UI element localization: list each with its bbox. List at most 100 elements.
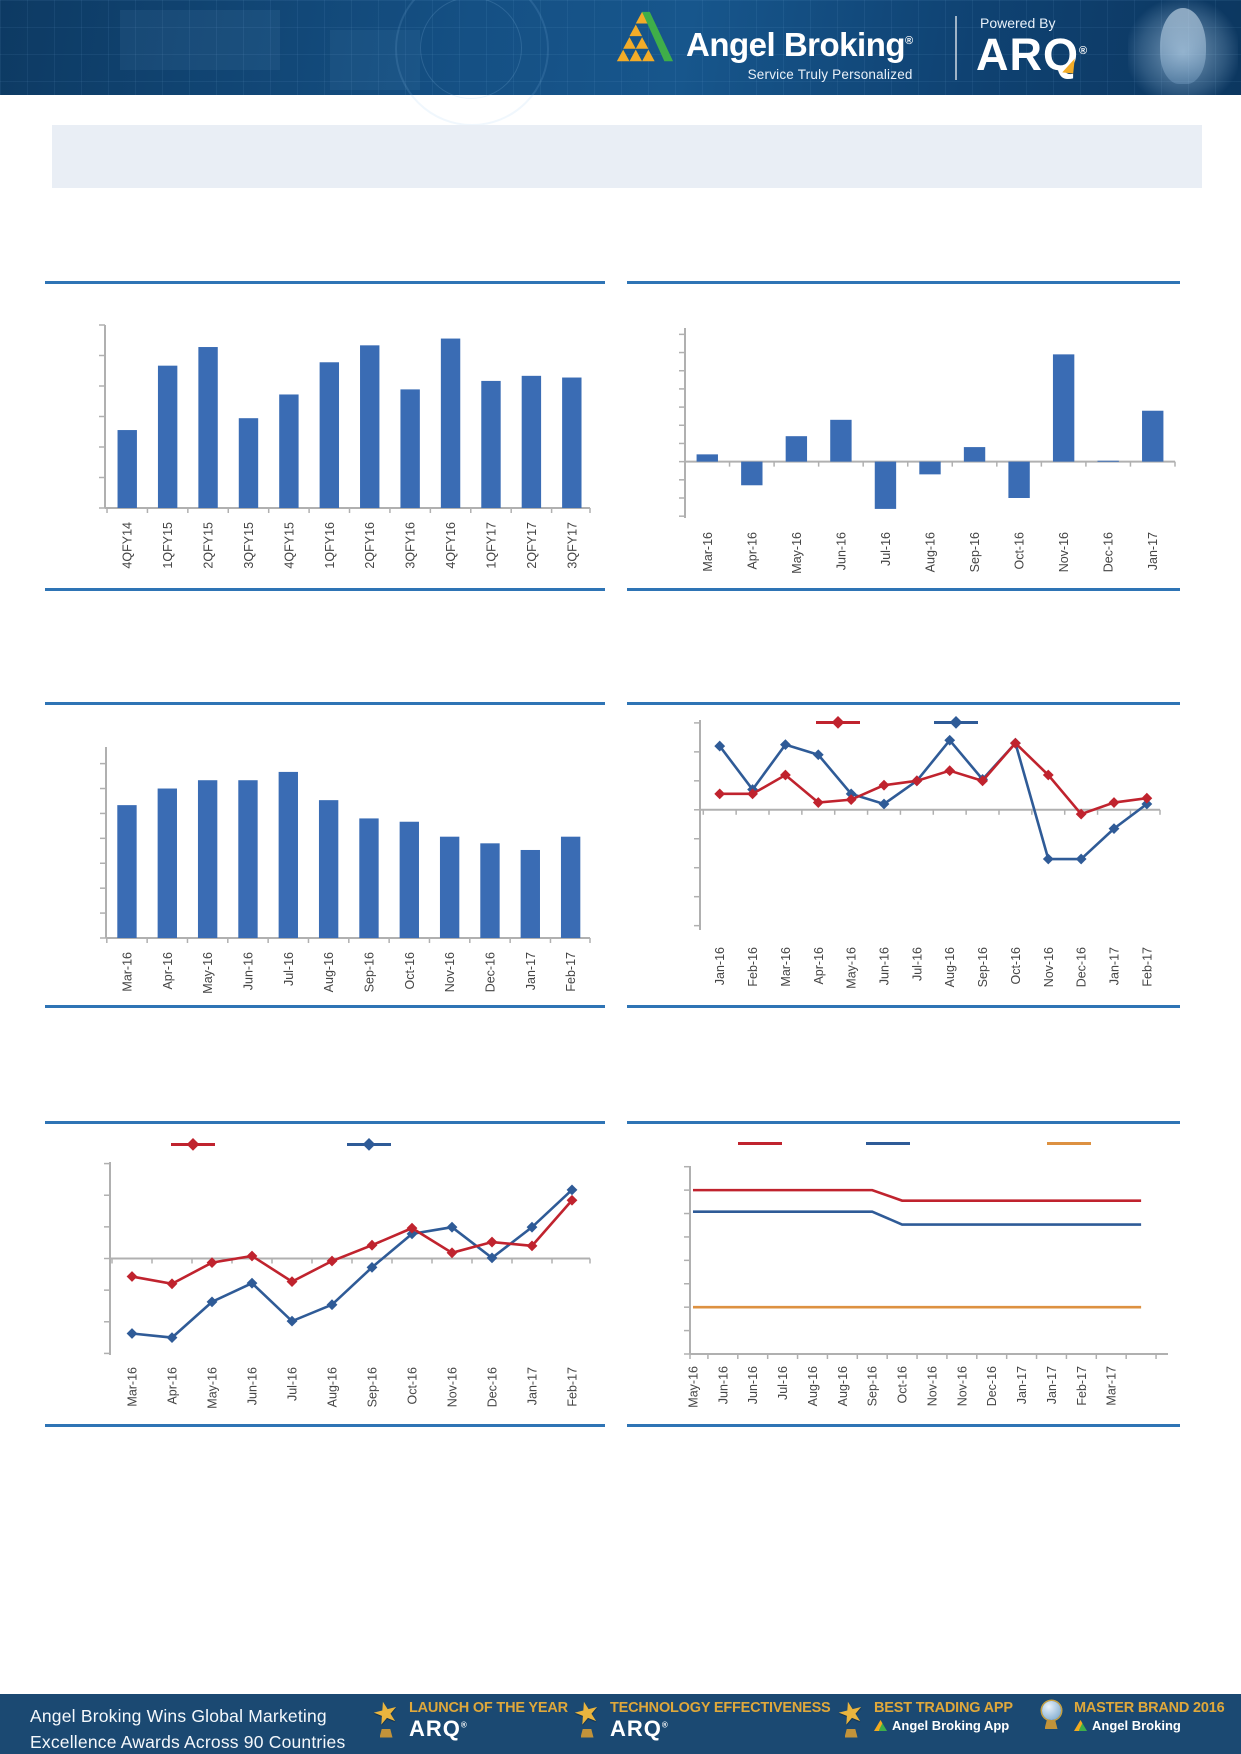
svg-text:Nov-16: Nov-16 <box>955 1366 969 1406</box>
svg-text:Jul-16: Jul-16 <box>282 952 296 986</box>
title-strip <box>52 125 1202 188</box>
registered-mark: ® <box>905 35 913 47</box>
svg-text:Jun-16: Jun-16 <box>246 1367 260 1405</box>
chart-dual-line-cumulative: Mar-16 Apr-16 May-16 Jun-16 Jul-16 Aug-16 Sep-… <box>45 1150 605 1440</box>
svg-text:3QFY16: 3QFY16 <box>404 522 418 569</box>
svg-text:Mar-17: Mar-17 <box>1105 1366 1119 1406</box>
svg-text:Jan-17: Jan-17 <box>1108 947 1122 985</box>
svg-text:Nov-16: Nov-16 <box>1042 947 1056 987</box>
svg-text:Aug-16: Aug-16 <box>806 1366 820 1406</box>
star-trophy-icon: ★ <box>570 1694 604 1738</box>
svg-text:1QFY15: 1QFY15 <box>161 522 175 569</box>
svg-text:Nov-16: Nov-16 <box>443 952 457 992</box>
award-title: MASTER BRAND 2016 <box>1074 1700 1225 1716</box>
footer-headline: Angel Broking Wins Global Marketing Exce… <box>30 1703 345 1754</box>
chart-title-rule <box>45 281 605 284</box>
chart-bottom-rule <box>627 1005 1180 1008</box>
svg-text:May-16: May-16 <box>686 1366 700 1408</box>
award-arq-logo: ARQ® <box>409 1716 468 1741</box>
svg-text:Jan-17: Jan-17 <box>526 1367 540 1405</box>
svg-text:2QFY16: 2QFY16 <box>363 522 377 569</box>
svg-text:May-16: May-16 <box>845 947 859 989</box>
chart-title-rule <box>45 702 605 705</box>
svg-text:1QFY16: 1QFY16 <box>323 522 337 569</box>
chart-title-rule <box>627 281 1180 284</box>
header-pattern-patch <box>120 10 280 70</box>
svg-text:Dec-16: Dec-16 <box>1102 532 1116 572</box>
legend-blue-series <box>347 1137 391 1151</box>
award-master-brand-2016: MASTER BRAND 2016 Angel Broking <box>1037 1700 1225 1733</box>
svg-text:Dec-16: Dec-16 <box>486 1367 500 1407</box>
footer-headline-line1: Angel Broking Wins Global Marketing <box>30 1706 327 1726</box>
star-trophy-icon: ★ <box>369 1694 403 1738</box>
svg-text:Jan-17: Jan-17 <box>1146 532 1160 570</box>
svg-text:Sep-16: Sep-16 <box>968 532 982 572</box>
svg-text:May-16: May-16 <box>790 532 804 574</box>
brand-tagline: Service Truly Personalized <box>747 66 913 82</box>
svg-text:2QFY15: 2QFY15 <box>202 522 216 569</box>
svg-text:Jan-17: Jan-17 <box>1045 1366 1059 1404</box>
footer-awards-bar: Angel Broking Wins Global Marketing Exce… <box>0 1694 1241 1754</box>
svg-text:Apr-16: Apr-16 <box>812 947 826 985</box>
svg-text:Oct-16: Oct-16 <box>406 1367 420 1405</box>
svg-text:4QFY15: 4QFY15 <box>282 522 296 569</box>
legend-red-series <box>738 1137 782 1149</box>
brand-block: Angel Broking® Service Truly Personalize… <box>686 26 913 82</box>
svg-text:Sep-16: Sep-16 <box>366 1367 380 1407</box>
svg-text:Apr-16: Apr-16 <box>745 532 759 570</box>
brand-name: Angel Broking® <box>686 26 913 63</box>
award-technology-effectiveness: ★ TECHNOLOGY EFFECTIVENESS ARQ® <box>570 1694 831 1740</box>
svg-text:Sep-16: Sep-16 <box>976 947 990 987</box>
chart-quarterly-performance-bars: 4QFY14 1QFY15 2QFY15 3QFY15 4QFY15 1QFY16 2QFY… <box>45 300 605 600</box>
svg-text:Jul-16: Jul-16 <box>776 1366 790 1400</box>
svg-text:3QFY17: 3QFY17 <box>565 522 579 569</box>
angel-triangle-icon <box>1074 1720 1087 1731</box>
arq-logo: ARQ® <box>976 29 1089 80</box>
svg-text:4QFY16: 4QFY16 <box>444 522 458 569</box>
chart-monthly-change-bars: Mar-16 Apr-16 May-16 Jun-16 Jul-16 Aug-16 Sep-… <box>627 300 1180 600</box>
svg-text:Jul-16: Jul-16 <box>286 1367 300 1401</box>
arq-gold-triangle-icon <box>1062 57 1075 74</box>
legend-red-series <box>171 1137 215 1151</box>
chart-monthly-trend-bars: Mar-16 Apr-16 May-16 Jun-16 Jul-16 Aug-16 Sep-… <box>45 720 605 1020</box>
svg-text:Nov-16: Nov-16 <box>1057 532 1071 572</box>
svg-text:Mar-16: Mar-16 <box>120 952 134 992</box>
award-title: LAUNCH OF THE YEAR <box>409 1700 568 1716</box>
chart-bottom-rule <box>45 588 605 591</box>
chart-title-rule <box>627 702 1180 705</box>
chart-title-rule <box>627 1121 1180 1124</box>
svg-text:Feb-17: Feb-17 <box>566 1367 580 1407</box>
svg-text:Jun-16: Jun-16 <box>834 532 848 570</box>
svg-text:2QFY17: 2QFY17 <box>525 522 539 569</box>
arq-head-graphic <box>1128 0 1238 95</box>
svg-text:Feb-17: Feb-17 <box>1075 1366 1089 1406</box>
svg-text:Aug-16: Aug-16 <box>943 947 957 987</box>
svg-text:Oct-16: Oct-16 <box>1009 947 1023 985</box>
svg-text:Aug-16: Aug-16 <box>836 1366 850 1406</box>
award-title: BEST TRADING APP <box>874 1700 1013 1716</box>
svg-text:Jun-16: Jun-16 <box>716 1366 730 1404</box>
angel-triangle-icon <box>874 1720 887 1731</box>
header-divider <box>955 16 957 80</box>
chart-bottom-rule <box>627 588 1180 591</box>
svg-text:1QFY17: 1QFY17 <box>484 522 498 569</box>
svg-text:Jul-16: Jul-16 <box>879 532 893 566</box>
svg-text:Mar-16: Mar-16 <box>701 532 715 572</box>
award-title: TECHNOLOGY EFFECTIVENESS <box>610 1700 831 1716</box>
powered-by-block: Powered By ARQ® <box>976 15 1088 78</box>
svg-text:Jun-16: Jun-16 <box>746 1366 760 1404</box>
svg-text:Mar-16: Mar-16 <box>126 1367 140 1407</box>
svg-text:Aug-16: Aug-16 <box>326 1367 340 1407</box>
star-trophy-icon: ★ <box>834 1694 868 1738</box>
svg-text:4QFY14: 4QFY14 <box>121 522 135 569</box>
svg-text:Dec-16: Dec-16 <box>985 1366 999 1406</box>
powered-by-label: Powered By <box>980 15 1056 31</box>
svg-text:Feb-16: Feb-16 <box>746 947 760 987</box>
award-best-trading-app: ★ BEST TRADING APP Angel Broking App <box>834 1694 1013 1738</box>
svg-text:May-16: May-16 <box>206 1367 220 1409</box>
legend-blue-series <box>866 1137 910 1149</box>
registered-mark: ® <box>1079 45 1089 57</box>
svg-text:Jan-17: Jan-17 <box>1015 1366 1029 1404</box>
footer-headline-line2: Excellence Awards Across 90 Countries <box>30 1732 346 1753</box>
